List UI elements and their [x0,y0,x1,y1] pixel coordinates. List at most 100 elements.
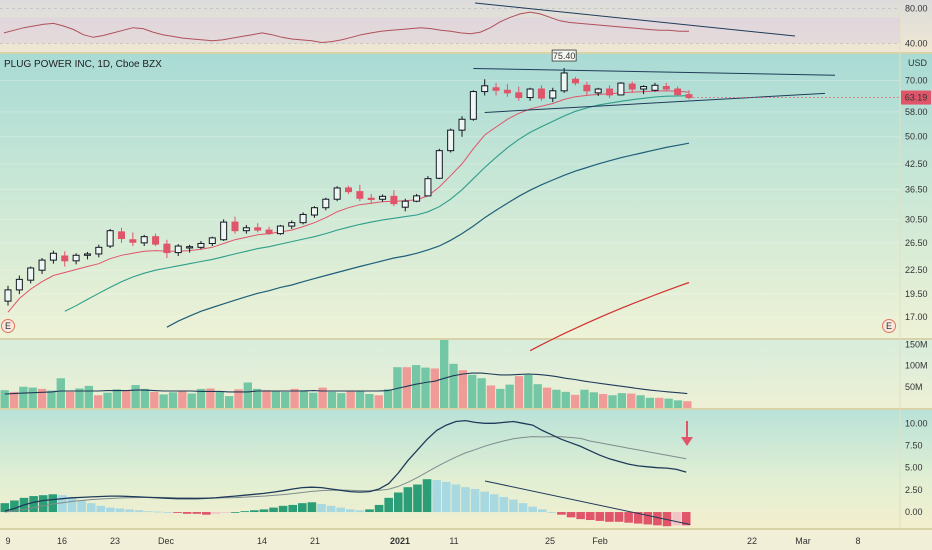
candle-body-up [15,278,23,291]
candle-body-up [38,259,46,271]
macd-histogram-bar [29,496,38,513]
price-axis-label: 26.50 [905,238,928,248]
x-axis-label: 22 [747,536,757,546]
macd-histogram-bar [672,512,681,526]
macd-histogram-bar [681,512,691,526]
rsi-axis-label: 80.00 [905,4,928,14]
volume-bar [542,387,552,408]
candle-body-up [242,227,250,232]
high-price-label: 75.40 [553,51,576,61]
x-axis-label: 21 [310,536,320,546]
macd-histogram-bar [48,494,58,513]
candle-body-up [72,254,80,262]
candle-body-up [310,207,318,216]
price-axis-label: 22.50 [905,265,928,275]
candle-body-down [345,187,352,193]
candle-body-down [503,89,511,94]
price-axis-label: 42.50 [905,159,928,169]
candle-body-up [276,225,284,235]
candle-body-down [583,84,591,92]
candle [390,190,398,207]
macd-histogram-bar [307,502,317,513]
x-axis-label: 16 [57,536,67,546]
volume-bar [47,390,56,408]
volume-bar [505,384,514,408]
x-axis-label: 14 [257,536,267,546]
volume-bar [598,393,608,408]
ma-fast-line [7,90,690,313]
candle [594,87,602,96]
macd-histogram-bar [413,484,422,513]
volume-bar [524,374,533,408]
volume-bar [327,391,337,408]
candle [503,84,511,97]
candle [118,227,125,243]
candle [27,266,35,284]
currency-label: USD [908,58,928,68]
candle [220,219,228,241]
volume-bar [496,388,505,408]
candle-body-down [163,243,171,254]
candle-body-up [197,242,205,248]
candle-body-down [492,87,500,91]
candle [333,186,341,202]
volume-bar [168,392,178,408]
rsi-trendline [474,2,796,37]
earnings-marker-letter: E [5,321,11,331]
volume-bar [271,391,281,408]
volume-bar [37,388,47,408]
ma-slow-line [166,142,690,328]
volume-bar [402,367,411,408]
candle-body-up [220,221,228,241]
candle-body-up [322,198,330,209]
macd-histogram-bar [269,507,278,513]
x-axis-label: 8 [855,536,860,546]
volume-bar [65,391,75,408]
candle-body-up [288,222,296,227]
volume-axis-label: 100M [905,361,928,371]
volume-bar [56,378,65,408]
candle [435,148,443,180]
volume-bar [449,363,458,408]
volume-bar [393,367,402,408]
macd-histogram-bar [86,503,96,513]
volume-bar [112,389,122,408]
candle-body-up [549,90,557,99]
earnings-marker-icon [882,319,896,333]
macd-axis-label: 5.00 [905,463,923,473]
candle-body-up [469,91,477,120]
macd-histogram-bar [432,480,441,513]
x-axis-label: 25 [545,536,555,546]
candle-body-up [83,253,91,256]
candle [379,194,387,202]
volume-bar [486,385,496,408]
volume-bar [215,391,224,408]
macd-histogram-bar [605,512,614,522]
volume-bar [421,367,430,408]
macd-histogram-bar [230,512,240,513]
volume-bar [318,387,327,408]
candle-body-up [208,237,216,244]
volume-axis-label: 50M [905,382,923,392]
volume-ma-line [4,372,688,395]
candle-body-down [118,231,125,239]
rsi-line [3,11,689,44]
macd-trendline [484,480,691,525]
candle-body-down [265,229,273,235]
candle-body-up [560,72,568,92]
macd-histogram-bar [499,496,509,513]
macd-histogram-bar [326,505,336,513]
macd-histogram-bar [77,500,86,513]
candle [515,86,523,101]
candle-body-up [106,230,114,247]
candle-body-down [685,94,693,99]
macd-histogram-bar [38,495,48,513]
price-axis-label: 30.50 [905,214,928,224]
macd-histogram-bar [470,488,480,513]
volume-bar [234,389,243,408]
candle [674,86,682,96]
candle [345,185,352,194]
volume-bar [19,386,28,408]
